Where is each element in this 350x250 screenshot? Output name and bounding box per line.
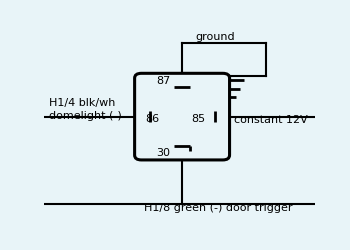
Text: domelight (-): domelight (-) bbox=[49, 112, 122, 122]
Text: H1/4 blk/wh: H1/4 blk/wh bbox=[49, 98, 116, 108]
Text: ground: ground bbox=[196, 32, 235, 42]
Text: constant 12V: constant 12V bbox=[234, 114, 307, 124]
FancyBboxPatch shape bbox=[135, 73, 230, 160]
Text: 87: 87 bbox=[156, 76, 170, 86]
Text: 86: 86 bbox=[146, 114, 160, 124]
Text: H1/8 green (-) door trigger: H1/8 green (-) door trigger bbox=[144, 203, 293, 213]
Text: 85: 85 bbox=[191, 114, 205, 124]
Text: 30: 30 bbox=[156, 148, 170, 158]
